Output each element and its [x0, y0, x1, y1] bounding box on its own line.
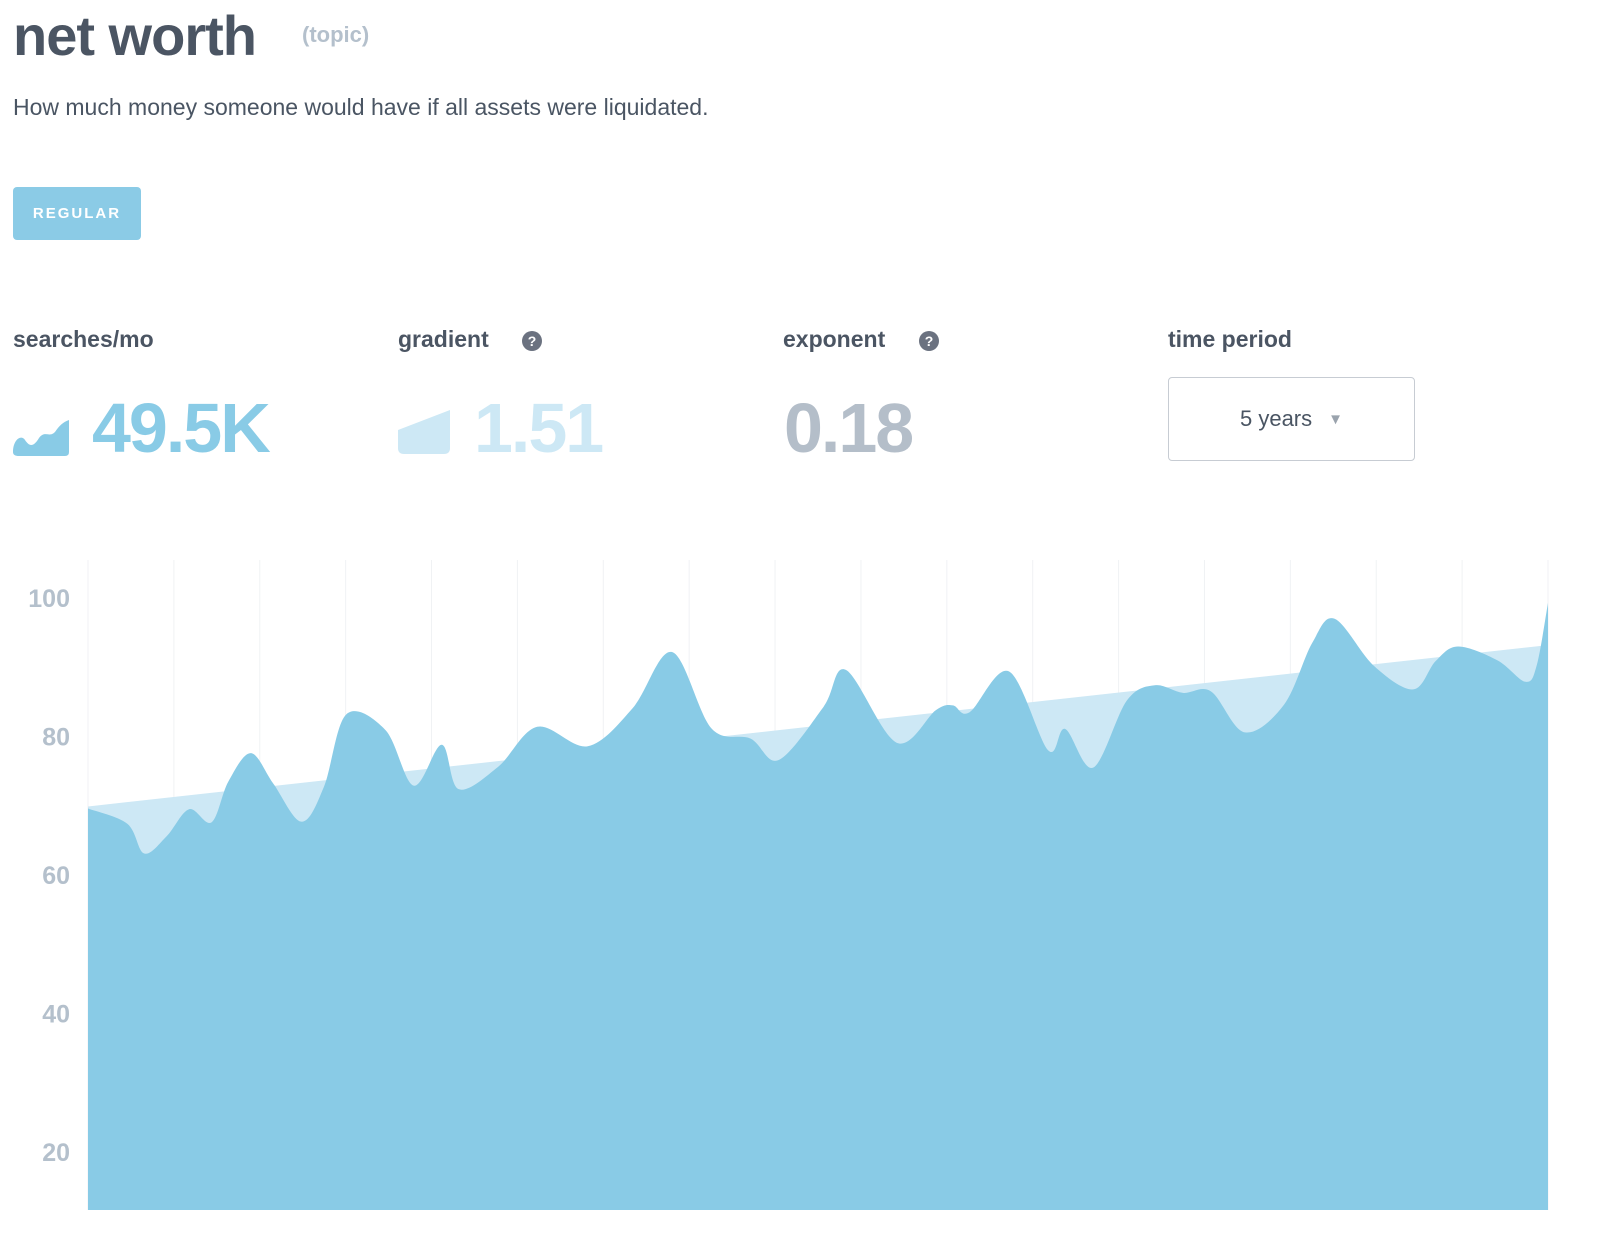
gradient-wedge-icon: [398, 410, 450, 454]
y-tick-label: 60: [42, 862, 70, 890]
topic-description: How much money someone would have if all…: [13, 94, 709, 120]
gradient-help-icon[interactable]: ?: [522, 331, 542, 351]
regular-badge-button[interactable]: REGULAR: [13, 187, 141, 240]
y-axis-ticks: 100 80 60 40 20: [28, 585, 70, 1167]
exponent-help-icon[interactable]: ?: [919, 331, 939, 351]
search-volume-area: [88, 602, 1548, 1210]
caret-down-icon: ▼: [1328, 410, 1343, 428]
trend-area-chart: 100 80 60 40 20: [28, 560, 1549, 1210]
y-tick-label: 20: [42, 1139, 70, 1167]
y-tick-label: 40: [42, 1001, 70, 1029]
searches-value: 49.5K: [92, 389, 271, 467]
volume-chart-icon: [13, 420, 69, 456]
y-tick-label: 100: [28, 585, 70, 613]
time-period-label: time period: [1168, 326, 1292, 352]
topic-tag: (topic): [302, 22, 370, 47]
time-period-selected: 5 years: [1239, 406, 1313, 431]
searches-label: searches/mo: [13, 326, 154, 352]
gradient-label: gradient: [398, 326, 489, 352]
y-tick-label: 80: [42, 724, 70, 752]
page-title: net worth: [13, 4, 257, 67]
exponent-value: 0.18: [784, 389, 914, 467]
gradient-value: 1.51: [474, 389, 604, 467]
exponent-label: exponent: [783, 326, 886, 352]
time-period-select[interactable]: 5 years ▼: [1168, 377, 1415, 461]
